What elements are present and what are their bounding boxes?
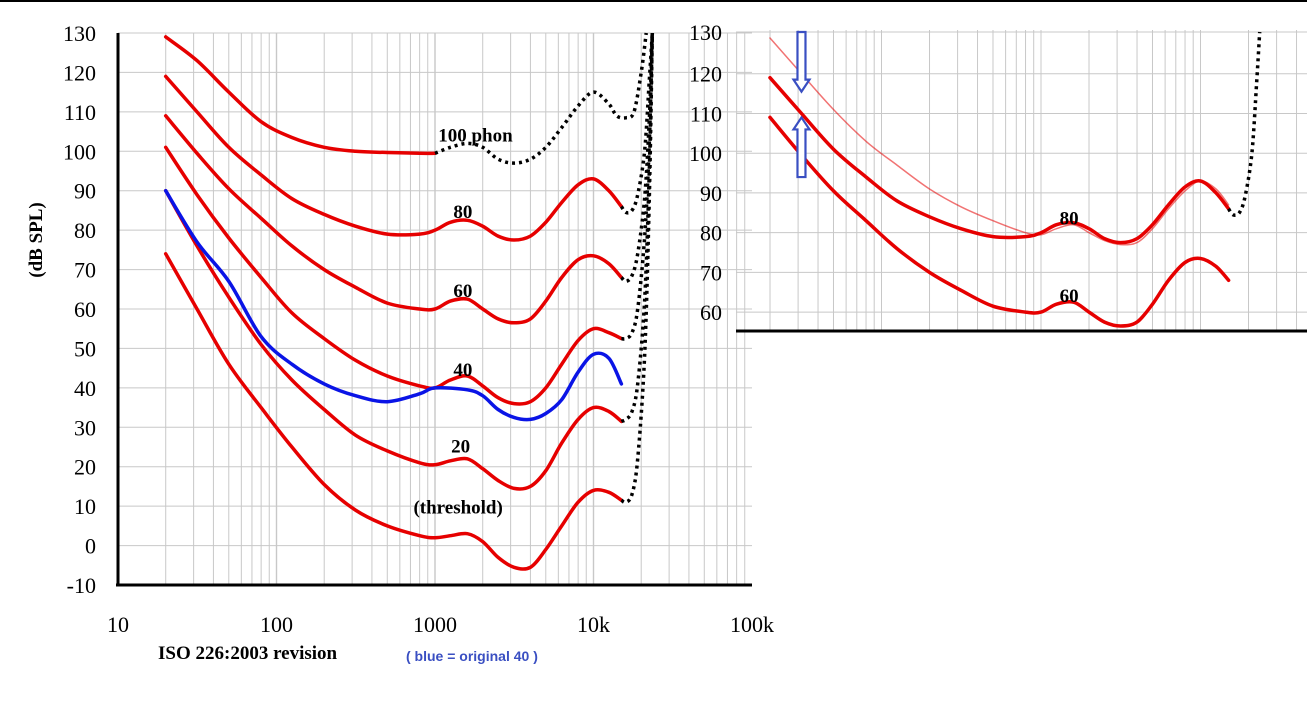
- inset-y-tick-labels: 130 120 110 100 90 80 70 60: [689, 20, 722, 325]
- inset-y-tick-label: 130: [689, 20, 722, 45]
- curve-extension: [620, 32, 655, 505]
- inset-curves: [768, 31, 1262, 328]
- curve-iso: [163, 114, 624, 325]
- annotation-arrow: [791, 115, 812, 179]
- inset-curve-label: 80: [1060, 209, 1079, 230]
- y-tick-label: 70: [74, 258, 96, 283]
- inset-arrows: [791, 30, 812, 179]
- curve-original: [163, 188, 624, 422]
- inset-y-tick-label: 80: [700, 221, 722, 246]
- inset-y-tick-label: 110: [690, 101, 722, 126]
- curve-iso: [163, 74, 624, 242]
- y-tick-label: -10: [67, 573, 96, 598]
- inset-y-tick-label: 70: [700, 260, 722, 285]
- inset-y-tick-label: 120: [689, 62, 722, 87]
- y-tick-label: 30: [74, 415, 96, 440]
- annotation-arrow: [791, 30, 812, 94]
- left-curves: [163, 32, 655, 571]
- left-curve-labels: 100 phon 80 60 40 20 (threshold): [413, 125, 513, 518]
- inset-panel: 130 120 110 100 90 80 70 60 60 80: [689, 20, 1307, 333]
- curve-extension: [1227, 31, 1262, 217]
- y-tick-label: 0: [85, 534, 96, 559]
- y-tick-label: 10: [74, 494, 96, 519]
- curve-label: 60: [453, 281, 472, 302]
- y-tick-label: 40: [74, 376, 96, 401]
- y-tick-label: 90: [74, 179, 96, 204]
- curve-extension: [434, 32, 648, 165]
- inset-curve-labels: 60 80: [1060, 209, 1079, 307]
- y-tick-label: 130: [63, 21, 96, 46]
- curve-label: 40: [453, 360, 472, 381]
- curve-label: 100 phon: [438, 125, 513, 146]
- y-tick-label: 20: [74, 455, 96, 480]
- curve-label: 20: [451, 437, 470, 458]
- left-axes: [116, 33, 752, 587]
- curve-extension: [620, 32, 655, 424]
- x-tick-label: 1000: [413, 612, 457, 637]
- y-tick-label: 50: [74, 336, 96, 361]
- curve-extension: [619, 32, 655, 215]
- left-x-tick-labels: 10 100 1000 10k 100k: [107, 612, 774, 637]
- curve-extension: [621, 32, 655, 341]
- y-tick-label: 110: [64, 100, 96, 125]
- curve-iso: [768, 75, 1231, 245]
- curve-label: (threshold): [413, 498, 502, 519]
- chart-caption: ISO 226:2003 revision: [158, 643, 338, 664]
- y-tick-label: 80: [74, 218, 96, 243]
- left-grid: [117, 32, 752, 586]
- inset-y-tick-label: 90: [700, 181, 722, 206]
- curve-iso: [163, 188, 624, 491]
- curve-iso-ghost: [769, 37, 1230, 246]
- inset-y-tick-label: 60: [700, 300, 722, 325]
- y-tick-label: 120: [63, 60, 96, 85]
- curve-iso: [768, 115, 1231, 328]
- x-tick-label: 100k: [730, 612, 774, 637]
- x-tick-label: 10: [107, 612, 129, 637]
- curve-iso: [163, 252, 624, 571]
- y-tick-label: 100: [63, 139, 96, 164]
- curve-iso: [163, 145, 624, 406]
- y-tick-label: 60: [74, 297, 96, 322]
- legend-note: ( blue = original 40 ): [406, 648, 538, 664]
- inset-y-tick-label: 100: [689, 141, 722, 166]
- curve-iso: [163, 35, 437, 156]
- x-tick-label: 100: [260, 612, 293, 637]
- y-axis-title: (dB SPL): [26, 202, 47, 278]
- x-tick-label: 10k: [577, 612, 610, 637]
- curve-label: 80: [453, 202, 472, 223]
- inset-curve-label: 60: [1060, 286, 1079, 307]
